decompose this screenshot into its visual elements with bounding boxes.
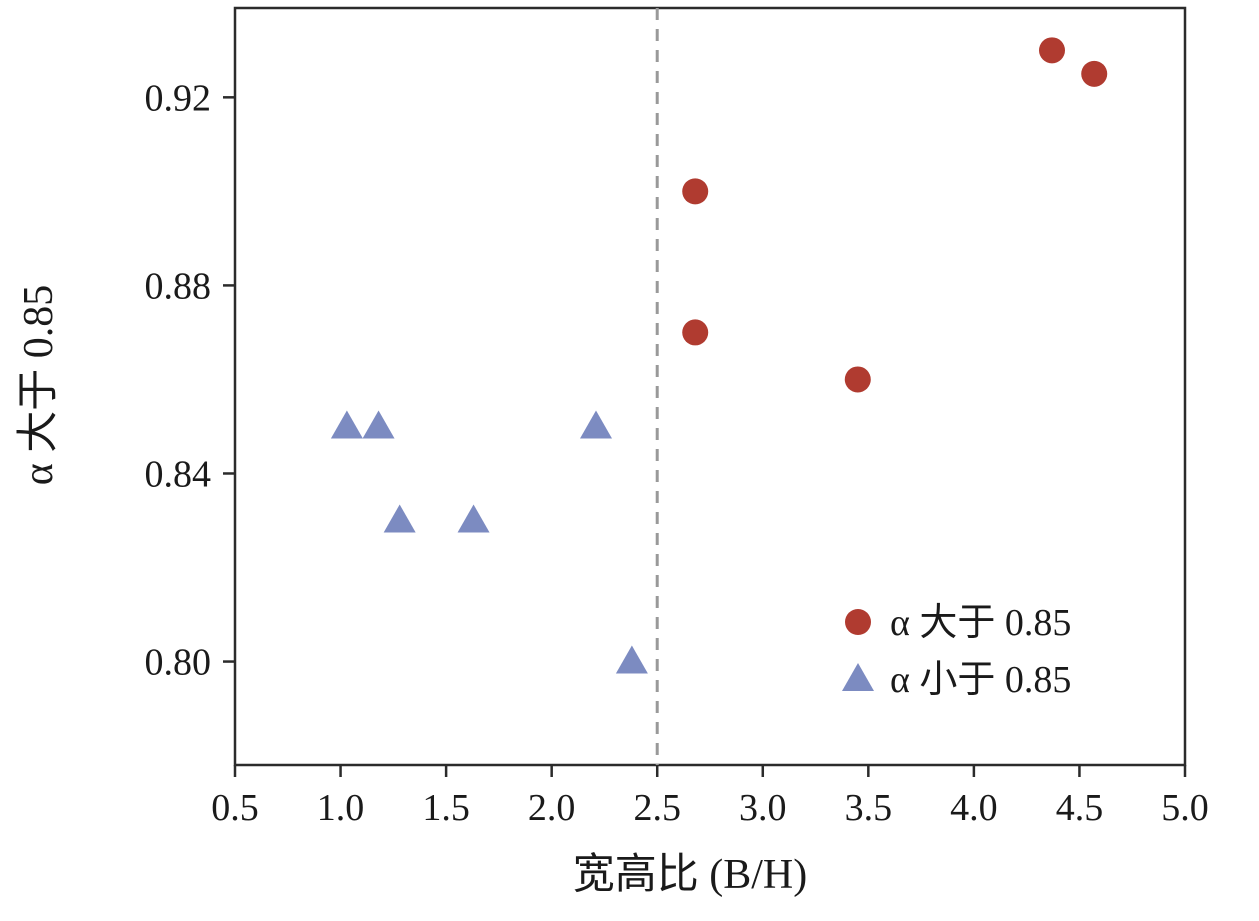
- data-point-triangle: [330, 410, 363, 439]
- data-point-circle: [682, 319, 709, 346]
- legend-marker-circle: [845, 609, 871, 635]
- legend-marker-triangle: [842, 663, 874, 691]
- y-tick-label: 0.92: [145, 77, 212, 119]
- plot-frame: [233, 6, 1187, 767]
- x-tick-label: 0.5: [211, 787, 259, 829]
- x-tick-label: 4.0: [950, 787, 998, 829]
- x-tick-label: 3.0: [739, 787, 787, 829]
- data-point-triangle: [615, 645, 648, 674]
- legend-label: α 大于 0.85: [890, 602, 1071, 644]
- y-axis-label: α 大于 0.85: [16, 285, 62, 486]
- x-tick-label: 2.5: [633, 787, 681, 829]
- data-point-triangle: [457, 504, 490, 533]
- x-axis-label: 宽高比 (B/H): [573, 851, 808, 898]
- x-tick-label: 4.5: [1056, 787, 1104, 829]
- data-point-triangle: [580, 410, 612, 439]
- legend-label: α 小于 0.85: [890, 659, 1071, 701]
- data-point-circle: [1081, 60, 1108, 87]
- y-tick-label: 0.80: [145, 642, 212, 684]
- x-tick-label: 3.5: [845, 787, 893, 829]
- data-point-circle: [844, 366, 871, 393]
- data-point-triangle: [362, 410, 395, 439]
- data-point-circle: [1039, 37, 1065, 64]
- x-tick-label: 1.5: [422, 787, 470, 829]
- y-tick-label: 0.84: [145, 453, 212, 495]
- x-tick-label: 1.0: [317, 787, 365, 829]
- x-tick-label: 5.0: [1161, 787, 1209, 829]
- data-point-circle: [682, 178, 709, 205]
- y-tick-label: 0.88: [145, 265, 212, 307]
- data-point-triangle: [383, 504, 416, 533]
- x-tick-label: 2.0: [528, 787, 576, 829]
